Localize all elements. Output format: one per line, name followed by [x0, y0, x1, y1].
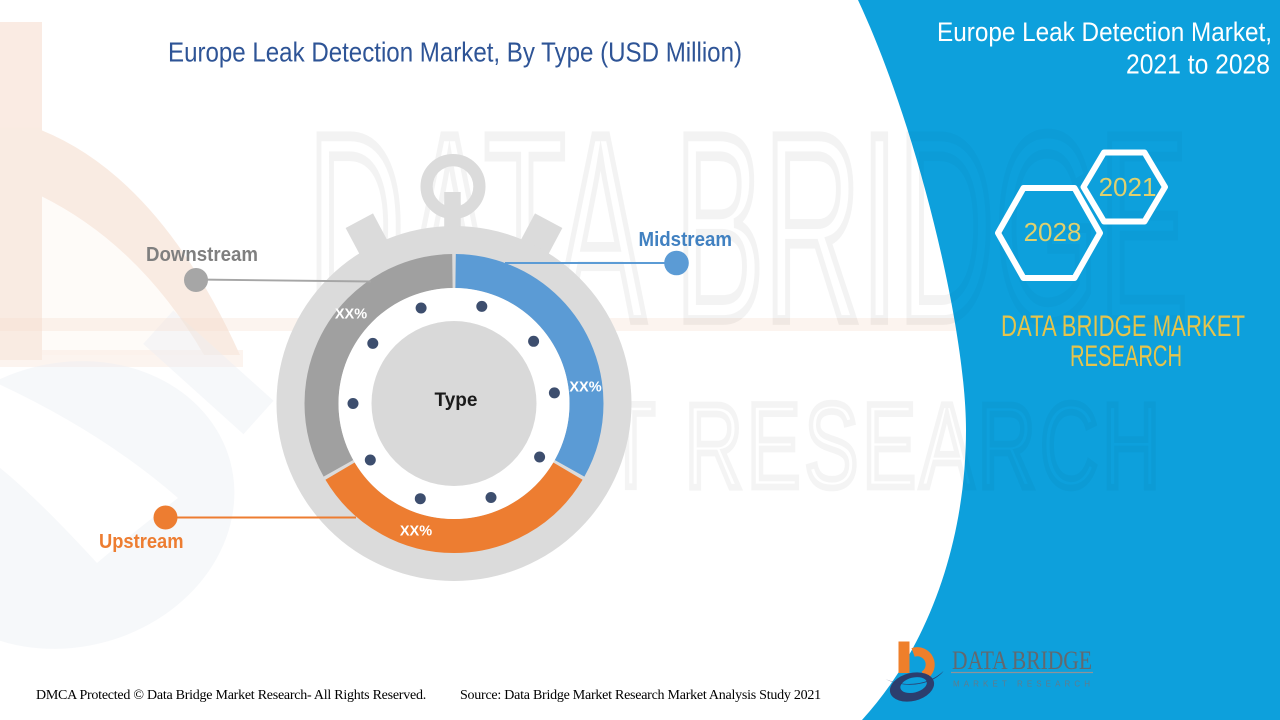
svg-text:XX%: XX% — [400, 524, 432, 540]
svg-text:XX%: XX% — [335, 307, 367, 323]
svg-text:RESEARCH: RESEARCH — [1070, 340, 1182, 373]
svg-text:2021: 2021 — [1099, 172, 1157, 202]
svg-text:Upstream: Upstream — [99, 530, 184, 553]
svg-text:Type: Type — [435, 390, 478, 411]
svg-text:DMCA Protected © Data Bridge: DMCA Protected © Data Bridge Market Rese… — [36, 688, 426, 703]
svg-text:Source: Data Bridge Market Res: Source: Data Bridge Market Research Mark… — [460, 688, 821, 703]
svg-text:2028: 2028 — [1024, 217, 1082, 247]
svg-text:XX%: XX% — [569, 380, 601, 396]
svg-text:2021 to 2028: 2021 to 2028 — [1126, 49, 1270, 80]
svg-text:Europe Leak Detection Market,: Europe Leak Detection Market, — [937, 17, 1272, 47]
svg-text:Midstream: Midstream — [639, 228, 733, 251]
svg-text:MARKET RESEARCH: MARKET RESEARCH — [953, 680, 1090, 689]
svg-text:Downstream: Downstream — [146, 243, 258, 266]
svg-text:Europe Leak Detection Market,: Europe Leak Detection Market, By Type (U… — [168, 37, 742, 68]
svg-text:DATA BRIDGE: DATA BRIDGE — [952, 646, 1092, 675]
svg-text:DATA BRIDGE MARKET: DATA BRIDGE MARKET — [1001, 310, 1245, 343]
